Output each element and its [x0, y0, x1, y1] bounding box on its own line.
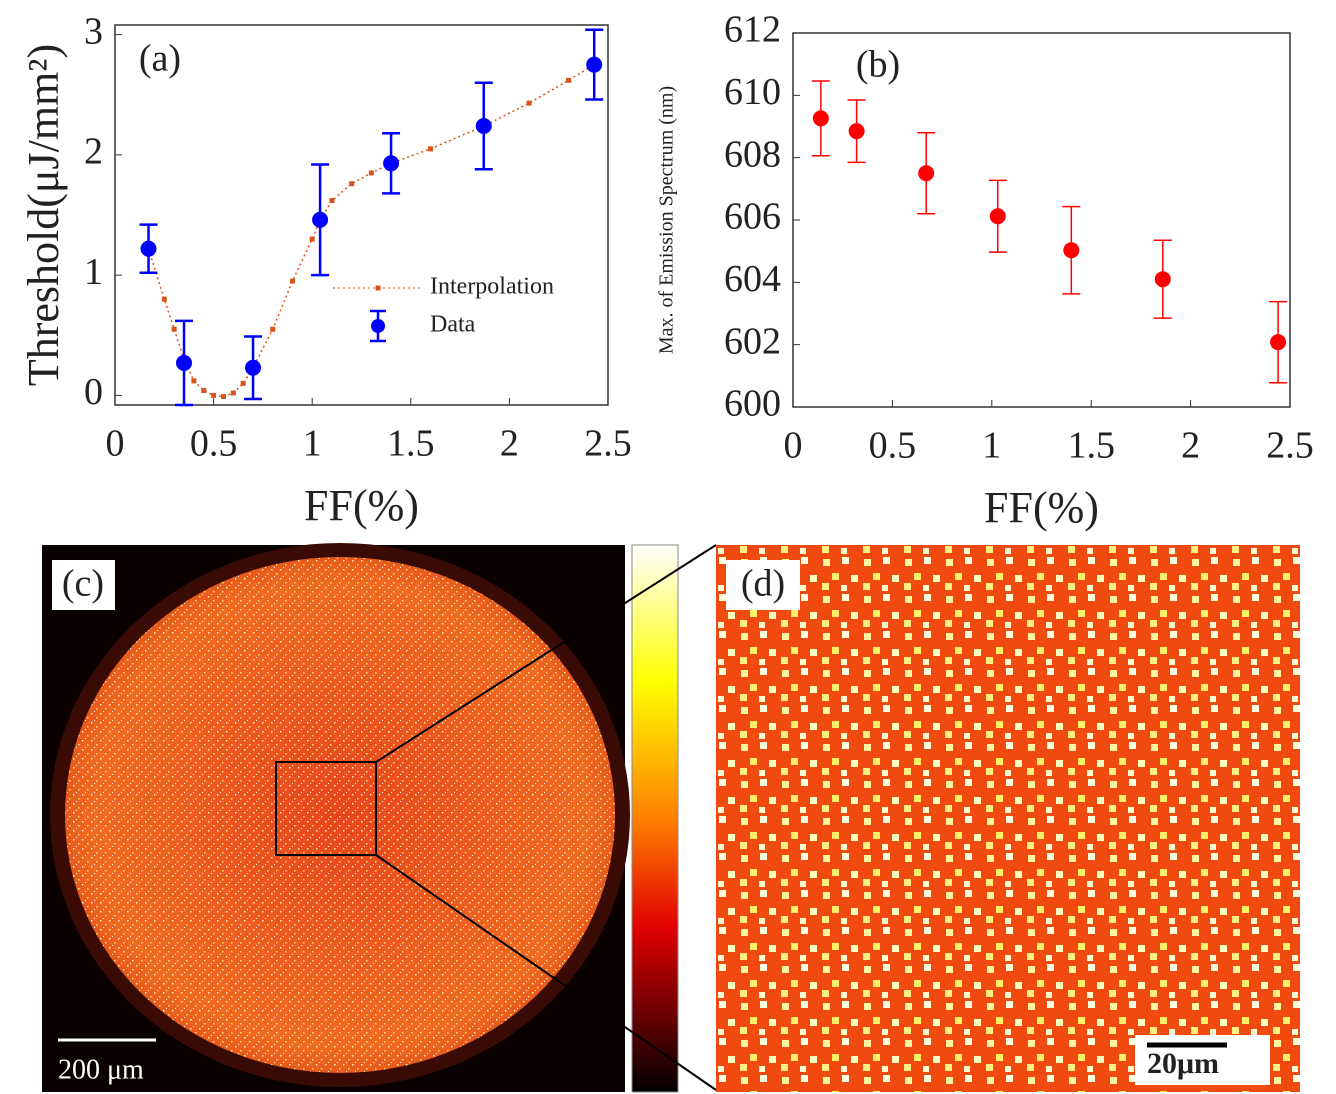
data-point: [1154, 271, 1171, 288]
interpolation-point: [220, 394, 226, 400]
zoom-line: [375, 544, 717, 763]
y-tick-label: 3: [84, 10, 103, 52]
interpolation-point: [329, 198, 335, 204]
legend-label: Data: [430, 312, 476, 338]
x-axis-label: FF(%): [984, 483, 1099, 532]
x-tick-label: 1.5: [1067, 425, 1115, 467]
panel-label: (c): [62, 563, 104, 605]
y-tick-label: 610: [724, 71, 781, 113]
interpolation-point: [428, 146, 434, 152]
x-tick-label: 2: [500, 423, 519, 465]
data-point: [176, 354, 193, 371]
data-point: [312, 211, 329, 228]
colorbar: [631, 544, 679, 1093]
plot-frame: [114, 24, 609, 406]
interpolation-point: [309, 236, 315, 242]
data-point: [918, 165, 935, 182]
data-point: [245, 359, 262, 376]
label-box: [52, 560, 115, 610]
panel-c: (c) 200 μm: [42, 543, 717, 1093]
y-tick-label: 606: [724, 196, 781, 238]
data-point: [812, 110, 829, 127]
scale-label: 20μm: [1147, 1047, 1219, 1080]
interpolation-point: [566, 77, 572, 83]
x-tick-label: 0: [784, 425, 803, 467]
legend-swatch: [371, 319, 385, 333]
panel-d: (d) 20μm: [716, 545, 1300, 1092]
x-axis-label: FF(%): [304, 481, 419, 530]
panel-label: (d): [741, 563, 785, 605]
interpolation-point: [240, 380, 246, 386]
interpolation-point: [211, 392, 217, 398]
y-tick-label: 2: [84, 131, 103, 173]
x-tick-label: 1: [982, 425, 1001, 467]
interpolation-point: [270, 326, 276, 332]
y-tick-label: 1: [84, 251, 103, 293]
x-tick-label: 1: [303, 423, 322, 465]
scale-label: 200 μm: [58, 1054, 144, 1085]
y-tick-label: 0: [84, 371, 103, 413]
y-tick-label: 600: [724, 383, 781, 425]
plot-frame: [792, 32, 1291, 408]
image-speckle: [65, 557, 615, 1073]
image-dots: [716, 545, 1300, 1092]
interpolation-point: [161, 296, 167, 302]
x-tick-label: 0: [106, 423, 125, 465]
legend-label: Interpolation: [430, 274, 554, 300]
y-tick-label: 608: [724, 133, 781, 175]
interpolation-point: [191, 378, 197, 384]
x-tick-label: 2.5: [584, 423, 632, 465]
interpolation-point: [526, 100, 532, 106]
data-point: [140, 240, 157, 257]
x-tick-label: 0.5: [869, 425, 917, 467]
x-tick-label: 1.5: [387, 423, 435, 465]
label-box: [726, 560, 800, 610]
data-point: [989, 208, 1006, 225]
interpolation-line: [147, 64, 595, 398]
x-tick-label: 2.5: [1266, 425, 1314, 467]
panel-label: (b): [856, 44, 900, 86]
panel-label: (a): [139, 38, 181, 80]
data-point: [1270, 334, 1287, 351]
x-tick-label: 0.5: [190, 423, 238, 465]
interpolation-point: [171, 326, 177, 332]
zoom-box: [275, 761, 377, 856]
interpolation-point: [201, 388, 207, 394]
y-axis-label: Max. of Emission Spectrum (nm): [656, 86, 678, 354]
y-tick-label: 612: [724, 9, 781, 51]
data-point: [1063, 242, 1080, 259]
data-point: [848, 123, 865, 140]
zoom-line: [375, 854, 717, 1091]
interpolation-point: [289, 278, 295, 284]
data-point: [586, 56, 603, 73]
interpolation-point: [230, 390, 236, 396]
interpolation-point: [349, 181, 355, 187]
data-point: [475, 118, 492, 135]
y-tick-label: 604: [724, 258, 781, 300]
legend-swatch: [375, 285, 381, 291]
data-point: [383, 155, 400, 172]
y-axis-label: Threshold(μJ/mm²): [19, 44, 68, 386]
y-tick-label: 602: [724, 320, 781, 362]
interpolation-point: [368, 170, 374, 176]
x-tick-label: 2: [1181, 425, 1200, 467]
